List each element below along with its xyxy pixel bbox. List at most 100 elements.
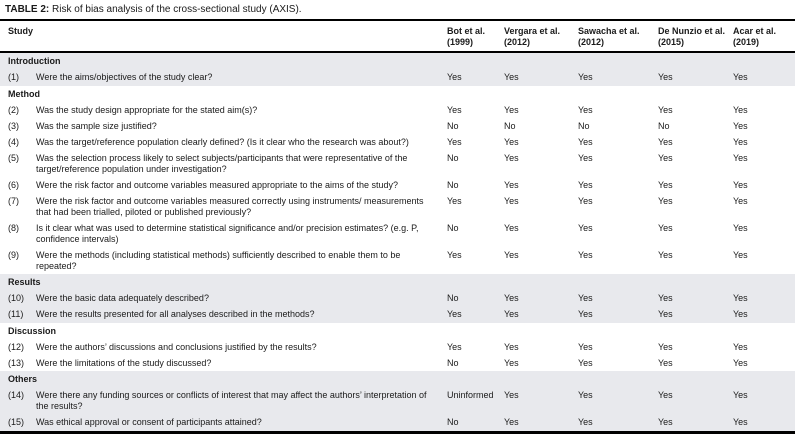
answer-cell: Yes (504, 222, 519, 233)
answer-cell: Yes (504, 417, 519, 427)
table-caption-label: TABLE 2: (5, 4, 50, 15)
answer-cell: Yes (578, 179, 593, 190)
question-number: (4) (8, 136, 19, 147)
answer-cell: Yes (578, 249, 593, 260)
answer-cell: Yes (447, 341, 462, 352)
section-header-row: Results (0, 274, 795, 291)
question-text: Were the limitations of the study discus… (36, 357, 212, 368)
question-text: Was the study design appropriate for the… (36, 104, 258, 115)
section-header-row: Introduction (0, 52, 795, 70)
question-row: (15) Was ethical approval or consent of p… (0, 414, 795, 433)
risk-of-bias-table: Study Bot et al. (1999) Vergara et al. (… (0, 21, 795, 434)
question-number: (1) (8, 72, 19, 82)
question-text: Were the risk factor and outcome variabl… (36, 179, 399, 190)
column-header-acar: Acar et al. (2019) (733, 21, 795, 53)
question-number: (3) (8, 120, 19, 131)
answer-cell: No (447, 179, 459, 190)
section-title: Introduction (8, 56, 61, 66)
answer-cell: Yes (658, 179, 673, 190)
question-number: (14) (8, 390, 25, 400)
answer-cell: Yes (504, 179, 519, 190)
answer-cell: Yes (733, 72, 748, 82)
question-text: Were the methods (including statistical … (36, 249, 401, 271)
answer-cell: Yes (578, 417, 593, 427)
answer-cell: Yes (578, 293, 593, 303)
question-text: Were the authors’ discussions and conclu… (36, 341, 317, 352)
answer-cell: Yes (578, 390, 593, 400)
column-header-vergara: Vergara et al. (2012) (504, 21, 578, 53)
question-cell: (3) Was the sample size justified? (0, 118, 447, 134)
question-number: (8) (8, 222, 19, 233)
question-number: (2) (8, 104, 19, 115)
question-number: (6) (8, 179, 19, 190)
answer-cell: Yes (733, 357, 748, 368)
question-text: Were the basic data adequately described… (36, 293, 209, 303)
answer-cell: No (447, 357, 459, 368)
section-header-row: Discussion (0, 323, 795, 340)
table-caption-text: Risk of bias analysis of the cross-secti… (52, 4, 302, 15)
question-row: (9) Were the methods (including statistic… (0, 247, 795, 274)
question-text: Was the selection process likely to sele… (36, 152, 408, 174)
column-header-denunzio: De Nunzio et al. (2015) (658, 21, 733, 53)
question-text: Is it clear what was used to determine s… (36, 222, 419, 244)
answer-cell: Yes (733, 390, 748, 400)
question-number: (7) (8, 195, 19, 206)
answer-cell: Yes (504, 249, 519, 260)
answer-cell: Yes (658, 152, 673, 163)
answer-cell: No (447, 120, 459, 131)
question-cell: (4) Was the target/reference population c… (0, 134, 447, 150)
answer-cell: Yes (504, 136, 519, 147)
study-author: Acar et al. (733, 26, 777, 36)
question-cell: (2) Was the study design appropriate for … (0, 102, 447, 118)
answer-cell: No (447, 222, 459, 233)
answer-cell: Yes (504, 72, 519, 82)
answer-cell: Yes (447, 72, 462, 82)
question-cell: (13) Were the limitations of the study di… (0, 355, 447, 371)
question-row: (14) Were there any funding sources or co… (0, 387, 795, 415)
study-year: (2015) (658, 36, 685, 47)
question-row: (2) Was the study design appropriate for … (0, 102, 795, 118)
answer-cell: No (578, 120, 590, 131)
question-row: (8) Is it clear what was used to determin… (0, 220, 795, 247)
answer-cell: Yes (733, 249, 748, 260)
question-row: (3) Was the sample size justified? No No No N… (0, 118, 795, 134)
question-text: Were there any funding sources or confli… (36, 390, 427, 411)
answer-cell: Uninformed (447, 390, 494, 400)
question-cell: (8) Is it clear what was used to determin… (0, 220, 447, 247)
question-row: (11) Were the results presented for all a… (0, 306, 795, 323)
answer-cell: Yes (504, 341, 519, 352)
question-cell: (12) Were the authors’ discussions and co… (0, 339, 447, 355)
question-cell: (15) Was ethical approval or consent of p… (0, 415, 447, 433)
answer-cell: Yes (658, 357, 673, 368)
question-row: (12) Were the authors’ discussions and co… (0, 339, 795, 355)
section-header-row: Method (0, 86, 795, 103)
answer-cell: Yes (504, 152, 519, 163)
answer-cell: Yes (658, 390, 673, 400)
question-number: (15) (8, 417, 25, 427)
answer-cell: Yes (447, 195, 462, 206)
answer-cell: Yes (733, 293, 748, 303)
answer-cell: No (658, 120, 670, 131)
answer-cell: No (447, 293, 459, 303)
study-year: (1999) (447, 36, 474, 47)
answer-cell: Yes (658, 104, 673, 115)
answer-cell: Yes (504, 390, 519, 400)
table-caption: TABLE 2: Risk of bias analysis of the cr… (0, 0, 795, 21)
question-text: Were the risk factor and outcome variabl… (36, 195, 424, 217)
answer-cell: Yes (658, 249, 673, 260)
question-row: (10) Were the basic data adequately descr… (0, 290, 795, 307)
answer-cell: Yes (447, 104, 462, 115)
answer-cell: Yes (733, 309, 748, 319)
column-header-study: Study (0, 21, 447, 53)
answer-cell: Yes (578, 309, 593, 319)
answer-cell: Yes (578, 72, 593, 82)
question-row: (7) Were the risk factor and outcome vari… (0, 193, 795, 220)
answer-cell: Yes (578, 195, 593, 206)
answer-cell: Yes (733, 136, 748, 147)
answer-cell: Yes (578, 341, 593, 352)
study-author: Sawacha et al. (578, 26, 640, 36)
answer-cell: Yes (658, 72, 673, 82)
question-cell: (7) Were the risk factor and outcome vari… (0, 193, 447, 220)
question-text: Was the sample size justified? (36, 120, 157, 131)
header-row: Study Bot et al. (1999) Vergara et al. (… (0, 21, 795, 53)
